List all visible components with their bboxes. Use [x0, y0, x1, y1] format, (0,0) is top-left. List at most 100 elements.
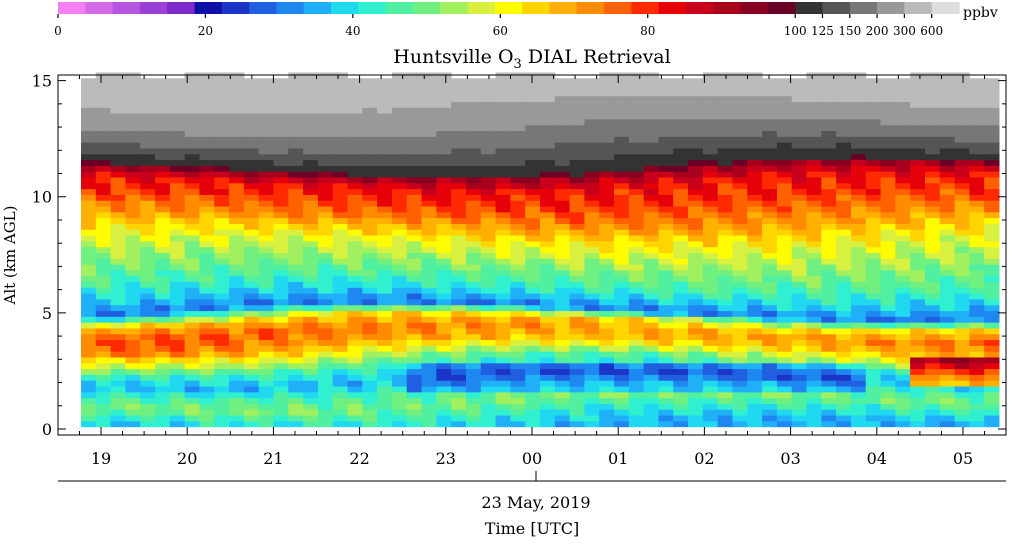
heatmap-cell	[791, 368, 808, 375]
heatmap-cell	[791, 130, 808, 137]
heatmap-cell	[643, 124, 659, 132]
heatmap-cell	[806, 281, 822, 288]
heatmap-cell	[776, 217, 793, 224]
heatmap-cell	[628, 101, 645, 108]
heatmap-cell	[155, 304, 171, 312]
heatmap-cell	[347, 217, 363, 224]
heatmap-cell	[495, 409, 511, 416]
heatmap-cell	[747, 147, 763, 155]
heatmap-cell	[954, 153, 970, 161]
heatmap-cell	[924, 95, 941, 103]
heatmap-cell	[199, 281, 215, 288]
heatmap-cell	[658, 304, 674, 312]
heatmap-cell	[658, 118, 674, 126]
heatmap-cell	[214, 95, 230, 103]
heatmap-cell	[421, 345, 437, 352]
heatmap-cell	[451, 217, 467, 224]
heatmap-cell	[81, 351, 97, 358]
heatmap-cell	[480, 200, 497, 207]
heatmap-cell	[614, 130, 630, 137]
heatmap-cell	[806, 420, 822, 428]
heatmap-cell	[688, 409, 704, 416]
heatmap-cell	[939, 229, 956, 236]
heatmap-cell	[273, 211, 289, 219]
heatmap-cell	[702, 293, 719, 300]
heatmap-cell	[362, 380, 378, 387]
heatmap-cell	[421, 217, 437, 224]
heatmap-cell	[924, 258, 941, 265]
heatmap-cell	[850, 415, 867, 422]
heatmap-cell	[924, 223, 941, 230]
heatmap-cell	[584, 316, 600, 323]
heatmap-cell	[658, 113, 674, 120]
heatmap-cell	[125, 136, 141, 143]
heatmap-cell	[465, 345, 482, 352]
heatmap-cell	[288, 380, 304, 387]
heatmap-cell	[643, 258, 659, 265]
heatmap-cell	[95, 177, 112, 184]
heatmap-cell	[673, 322, 689, 329]
heatmap-cell	[525, 177, 541, 184]
heatmap-cell	[702, 420, 719, 428]
heatmap-cell	[377, 107, 393, 114]
heatmap-cell	[362, 327, 378, 335]
heatmap-cell	[391, 142, 408, 149]
heatmap-cell	[762, 345, 778, 352]
heatmap-cell	[584, 147, 600, 155]
heatmap-cell	[910, 293, 926, 300]
heatmap-cell	[95, 211, 112, 219]
heatmap-cell	[776, 293, 793, 300]
heatmap-cell	[895, 200, 911, 207]
heatmap-cell	[747, 223, 763, 230]
heatmap-cell	[643, 415, 659, 422]
heatmap-cell	[599, 200, 615, 207]
heatmap-cell	[658, 136, 674, 143]
heatmap-cell	[525, 264, 541, 271]
heatmap-cell	[125, 142, 141, 149]
heatmap-cell	[229, 362, 245, 370]
heatmap-cell	[939, 322, 956, 329]
heatmap-cell	[243, 107, 260, 114]
heatmap-cell	[702, 409, 719, 416]
heatmap-cell	[125, 258, 141, 265]
x-tick-label: 01	[608, 449, 628, 468]
colorbar-tick-label: 200	[866, 24, 889, 38]
heatmap-cell	[347, 316, 363, 323]
heatmap-cell	[984, 287, 1000, 294]
heatmap-cell	[702, 252, 719, 259]
heatmap-cell	[421, 368, 437, 375]
heatmap-cell	[910, 310, 926, 317]
heatmap-cell	[480, 246, 497, 253]
heatmap-cell	[303, 194, 319, 201]
heatmap-cell	[110, 118, 126, 126]
heatmap-cell	[673, 287, 689, 294]
heatmap-cell	[362, 78, 378, 85]
heatmap-cell	[895, 304, 911, 312]
heatmap-cell	[510, 258, 526, 265]
heatmap-cell	[806, 380, 822, 387]
heatmap-cell	[317, 362, 334, 370]
heatmap-cell	[273, 327, 289, 335]
heatmap-cell	[480, 333, 497, 341]
heatmap-cell	[821, 194, 837, 201]
heatmap-cell	[465, 339, 482, 346]
heatmap-cell	[776, 182, 793, 190]
heatmap-cell	[732, 171, 748, 178]
heatmap-cell	[954, 397, 970, 404]
heatmap-cell	[95, 72, 112, 79]
heatmap-cell	[243, 287, 260, 294]
heatmap-cell	[480, 217, 497, 224]
heatmap-cell	[954, 293, 970, 300]
heatmap-cell	[865, 235, 882, 242]
heatmap-cell	[258, 345, 274, 352]
heatmap-cell	[673, 147, 689, 155]
heatmap-cell	[288, 136, 304, 143]
heatmap-cell	[924, 142, 941, 149]
heatmap-cell	[273, 95, 289, 103]
heatmap-cell	[540, 124, 556, 132]
heatmap-cell	[554, 386, 571, 393]
heatmap-cell	[910, 206, 926, 213]
heatmap-cell	[140, 420, 156, 428]
heatmap-cell	[821, 333, 837, 341]
heatmap-cell	[554, 339, 571, 346]
